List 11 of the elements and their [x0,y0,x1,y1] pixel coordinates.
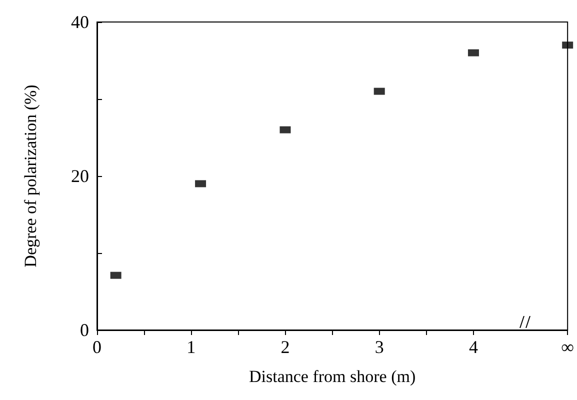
x-tick-label: 0 [92,337,102,357]
y-tick-label: 0 [80,320,89,340]
x-tick-label: 1 [186,337,196,357]
x-axis-title: Distance from shore (m) [248,367,416,386]
x-tick-label: 4 [468,337,478,357]
x-tick-label: 2 [280,337,290,357]
y-axis-title: Degree of polarization (%) [21,84,40,268]
x-tick-label: 3 [374,337,384,357]
y-tick-label: 20 [71,166,89,186]
x-tick-label: ∞ [561,337,574,357]
y-tick-label: 40 [71,12,89,32]
